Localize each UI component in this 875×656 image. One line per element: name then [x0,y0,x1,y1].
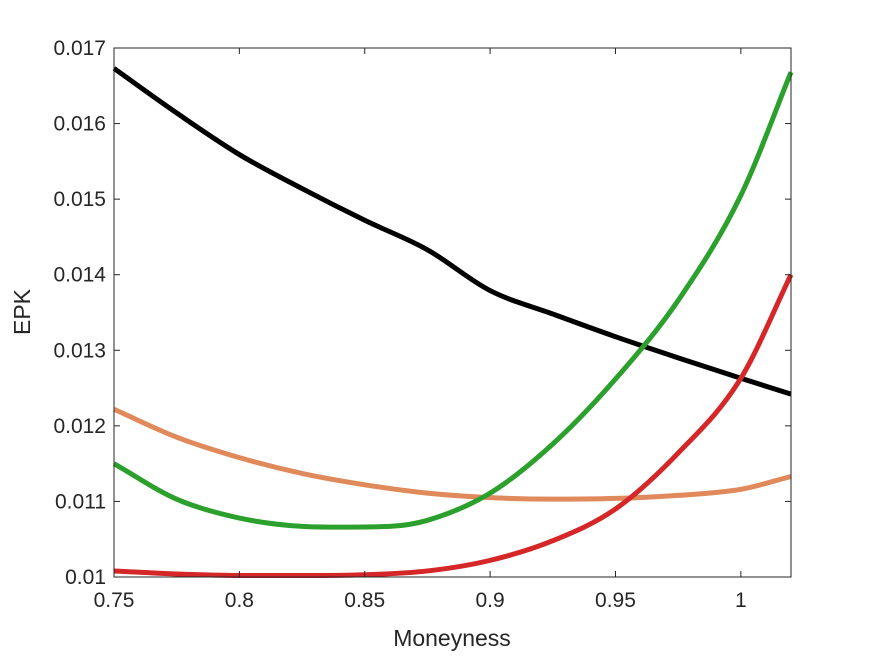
y-tick-label: 0.013 [53,339,106,362]
series-line-1 [112,66,792,397]
x-tick-label: 1 [735,589,747,612]
x-axis-label: Moneyness [393,625,511,651]
x-tick-label: 0.95 [595,589,636,612]
y-tick-label: 0.017 [53,37,106,60]
y-tick-label: 0.011 [55,490,106,513]
tick-layer [113,47,791,578]
x-tick-label: 0.8 [225,589,254,612]
x-tick-labels: 0.75 0.8 0.85 0.9 0.95 1 [94,589,747,612]
series-line-2 [112,406,792,502]
y-tick-labels: 0.01 0.011 0.012 0.013 0.014 0.015 0.016 0.017 [53,37,106,589]
y-tick-label: 0.012 [53,415,106,438]
plot-area [114,48,791,577]
plot-frame [113,47,792,578]
y-tick-label: 0.015 [53,188,106,211]
y-tick-label: 0.016 [53,113,106,136]
x-tick-label: 0.9 [476,589,505,612]
y-tick-label: 0.014 [53,264,106,287]
series-line-3 [112,71,794,530]
x-tick-label: 0.85 [344,589,385,612]
x-tick-label: 0.75 [94,589,135,612]
y-axis-label: EPK [9,288,35,335]
y-tick-label: 0.01 [65,566,106,589]
